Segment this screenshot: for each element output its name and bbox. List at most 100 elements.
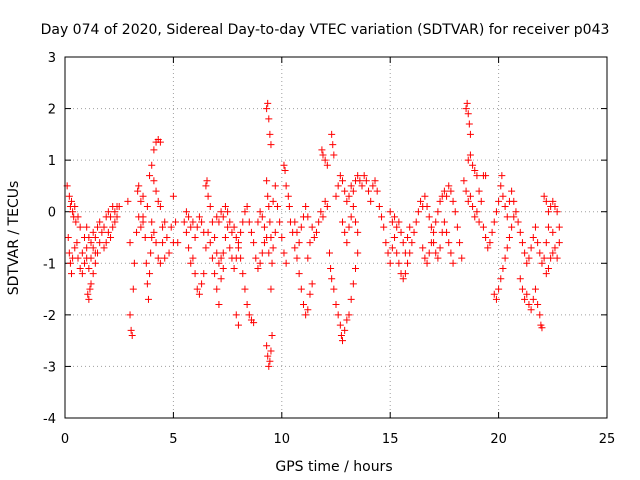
data-point-marker bbox=[358, 182, 366, 190]
data-point-marker bbox=[356, 177, 364, 185]
data-point-marker bbox=[241, 208, 249, 216]
tick-layer: 0 5 10 15 20 25 -4 -3 -2 -1 0 1 2 3 bbox=[43, 51, 615, 447]
data-point-marker bbox=[460, 177, 468, 185]
data-point-marker bbox=[521, 249, 529, 257]
data-point-marker bbox=[458, 254, 466, 262]
data-point-marker bbox=[471, 213, 479, 221]
data-point-marker bbox=[440, 218, 448, 226]
data-point-marker bbox=[180, 218, 188, 226]
data-point-marker bbox=[86, 285, 94, 293]
y-tick-label: -3 bbox=[43, 360, 56, 375]
data-point-marker bbox=[339, 337, 347, 345]
data-point-marker bbox=[219, 249, 227, 257]
data-point-marker bbox=[169, 239, 177, 247]
data-point-marker bbox=[302, 311, 310, 319]
data-point-marker bbox=[341, 228, 349, 236]
data-point-marker bbox=[263, 105, 271, 113]
data-point-marker bbox=[384, 249, 392, 257]
data-point-marker bbox=[260, 223, 268, 231]
data-point-marker bbox=[542, 197, 550, 205]
data-point-marker bbox=[329, 141, 337, 149]
data-point-marker bbox=[423, 203, 431, 211]
data-point-marker bbox=[345, 311, 353, 319]
data-point-marker bbox=[185, 213, 193, 221]
data-point-marker bbox=[466, 130, 474, 138]
data-point-marker bbox=[462, 187, 470, 195]
data-point-marker bbox=[263, 234, 271, 241]
data-point-marker bbox=[540, 192, 548, 200]
data-point-marker bbox=[87, 280, 95, 288]
data-point-marker bbox=[495, 285, 503, 293]
data-point-marker bbox=[380, 223, 388, 231]
data-point-marker bbox=[73, 239, 81, 247]
data-point-marker bbox=[542, 239, 550, 247]
data-point-marker bbox=[198, 280, 206, 288]
data-point-marker bbox=[469, 161, 477, 169]
data-point-marker bbox=[339, 177, 347, 185]
data-point-marker bbox=[475, 187, 483, 195]
data-point-marker bbox=[141, 234, 149, 241]
data-point-marker bbox=[399, 275, 407, 283]
data-point-marker bbox=[94, 223, 102, 231]
data-point-marker bbox=[525, 301, 533, 309]
data-point-marker bbox=[544, 264, 552, 272]
data-point-marker bbox=[169, 192, 177, 200]
data-point-marker bbox=[291, 244, 299, 252]
data-point-marker bbox=[497, 275, 505, 283]
data-point-marker bbox=[206, 239, 214, 247]
data-point-marker bbox=[349, 187, 357, 195]
data-point-marker bbox=[318, 146, 326, 154]
data-point-marker bbox=[328, 275, 336, 283]
data-point-marker bbox=[267, 347, 275, 355]
data-point-marker bbox=[172, 218, 180, 226]
data-point-marker bbox=[185, 244, 193, 252]
data-point-marker bbox=[488, 228, 496, 236]
data-point-marker bbox=[465, 120, 473, 128]
data-point-marker bbox=[479, 223, 487, 231]
data-point-marker bbox=[365, 187, 373, 195]
data-point-marker bbox=[243, 301, 251, 309]
data-point-marker bbox=[211, 234, 219, 241]
data-point-marker bbox=[451, 208, 459, 216]
data-point-marker bbox=[91, 259, 99, 267]
data-point-marker bbox=[549, 228, 557, 236]
data-point-marker bbox=[341, 187, 349, 195]
data-point-marker bbox=[230, 223, 238, 231]
data-point-marker bbox=[282, 182, 290, 190]
y-tick-label: 2 bbox=[48, 103, 56, 118]
data-point-marker bbox=[182, 228, 190, 236]
data-point-marker bbox=[404, 259, 412, 267]
data-point-marker bbox=[85, 264, 93, 272]
data-point-marker bbox=[423, 259, 431, 267]
data-point-marker bbox=[143, 280, 151, 288]
data-point-marker bbox=[269, 197, 277, 205]
data-point-marker bbox=[247, 228, 255, 236]
data-point-marker bbox=[531, 223, 539, 231]
data-point-marker bbox=[542, 270, 550, 278]
data-point-marker bbox=[239, 270, 247, 278]
data-point-marker bbox=[395, 259, 403, 267]
data-point-marker bbox=[91, 249, 99, 257]
data-point-marker bbox=[436, 197, 444, 205]
data-point-marker bbox=[98, 228, 106, 236]
data-point-marker bbox=[154, 197, 162, 205]
data-point-marker bbox=[282, 259, 290, 267]
data-point-marker bbox=[268, 331, 276, 339]
data-point-marker bbox=[258, 249, 266, 257]
data-point-marker bbox=[463, 99, 471, 107]
data-point-marker bbox=[373, 187, 381, 195]
data-point-marker bbox=[369, 182, 377, 190]
data-point-marker bbox=[144, 295, 152, 303]
data-point-marker bbox=[523, 290, 531, 298]
data-point-marker bbox=[434, 254, 442, 262]
x-tick-label: 5 bbox=[169, 432, 177, 447]
data-point-marker bbox=[531, 285, 539, 293]
data-point-marker bbox=[525, 254, 533, 262]
x-tick-label: 0 bbox=[61, 432, 69, 447]
data-point-marker bbox=[432, 249, 440, 257]
data-point-marker bbox=[211, 270, 219, 278]
data-point-marker bbox=[87, 254, 95, 262]
data-point-marker bbox=[341, 326, 349, 334]
data-point-marker bbox=[239, 218, 247, 226]
data-point-marker bbox=[267, 141, 275, 149]
